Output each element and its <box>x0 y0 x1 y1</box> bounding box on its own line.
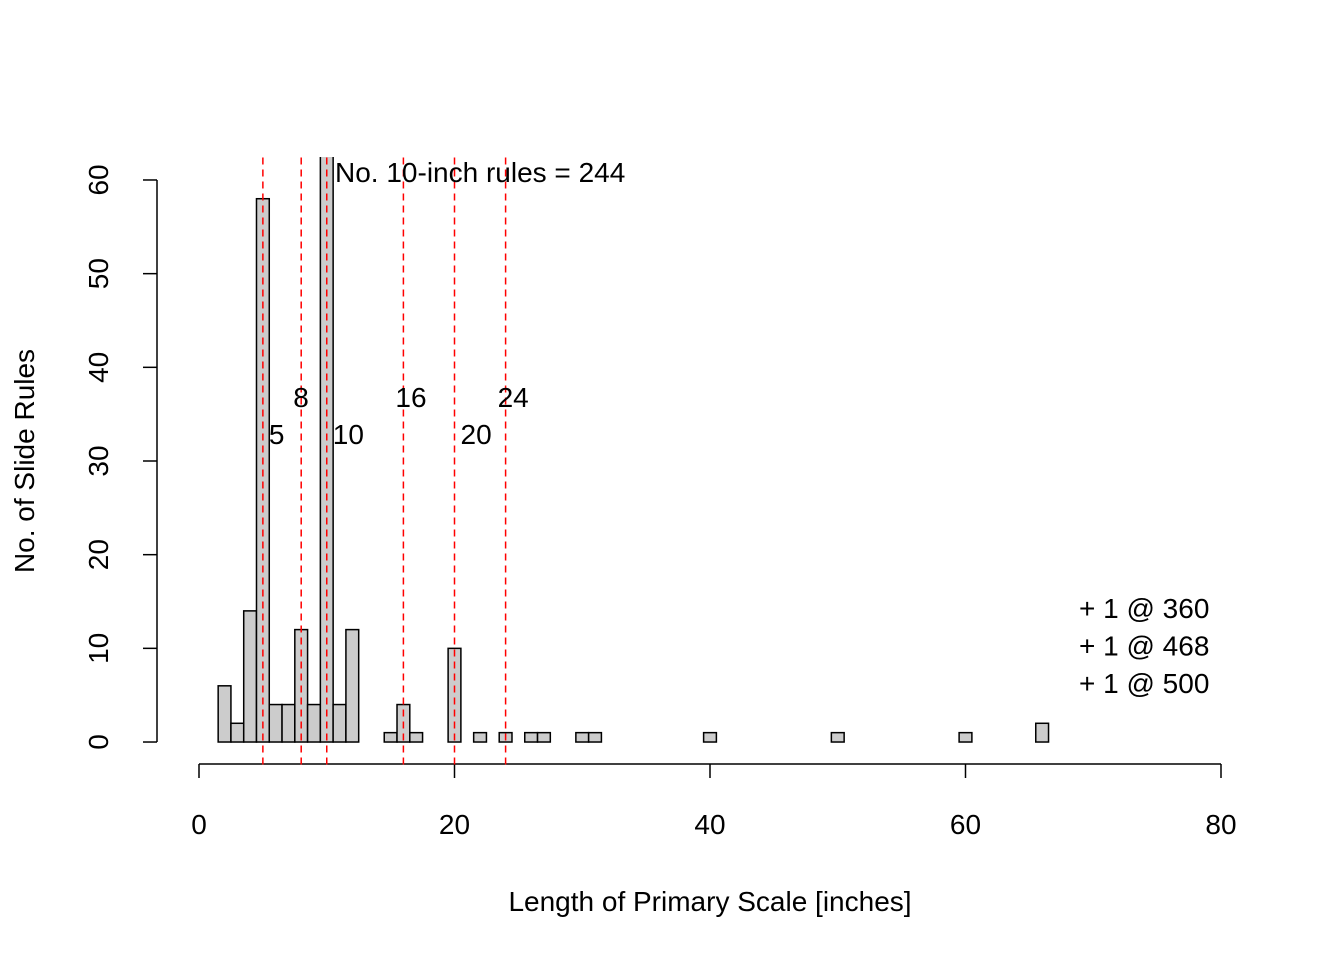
annotation: + 1 @ 500 <box>1079 668 1209 699</box>
bar <box>332 703 347 743</box>
y-tick-label: 60 <box>83 164 114 195</box>
bar <box>575 731 590 743</box>
x-tick-label: 60 <box>950 809 981 840</box>
reference-label: 24 <box>498 382 529 413</box>
bar <box>306 703 322 743</box>
x-tick-label: 20 <box>439 809 470 840</box>
annotation: + 1 @ 360 <box>1079 593 1209 624</box>
y-tick-label: 40 <box>83 352 114 383</box>
y-tick-label: 0 <box>83 734 114 750</box>
bar <box>702 731 718 743</box>
y-tick-label: 50 <box>83 258 114 289</box>
bar <box>472 731 488 743</box>
bar <box>536 731 552 743</box>
bar <box>383 731 398 743</box>
x-tick-label: 0 <box>191 809 207 840</box>
bar <box>409 731 424 743</box>
reference-label: 20 <box>461 419 492 450</box>
annotation: + 1 @ 468 <box>1079 631 1209 662</box>
y-tick-label: 20 <box>83 539 114 570</box>
bar <box>268 703 283 743</box>
y-tick-label: 10 <box>83 633 114 664</box>
bar <box>1035 722 1050 743</box>
annotation: No. 10-inch rules = 244 <box>335 157 625 188</box>
reference-label: 10 <box>333 419 364 450</box>
reference-label: 5 <box>269 419 285 450</box>
bar <box>958 731 973 743</box>
x-tick-label: 80 <box>1205 809 1236 840</box>
bar <box>345 628 360 743</box>
bar <box>281 703 296 743</box>
y-axis-label: No. of Slide Rules <box>9 349 40 573</box>
x-axis-label: Length of Primary Scale [inches] <box>508 886 911 917</box>
bar <box>830 731 845 743</box>
reference-label: 16 <box>395 382 426 413</box>
reference-label: 8 <box>293 382 309 413</box>
x-tick-label: 40 <box>694 809 725 840</box>
bar <box>447 647 462 743</box>
bar <box>587 731 603 743</box>
bar <box>242 610 258 743</box>
plot-area <box>217 157 1050 743</box>
bar <box>230 722 245 743</box>
y-tick-label: 30 <box>83 445 114 476</box>
bar <box>217 685 232 743</box>
bar <box>524 731 539 743</box>
